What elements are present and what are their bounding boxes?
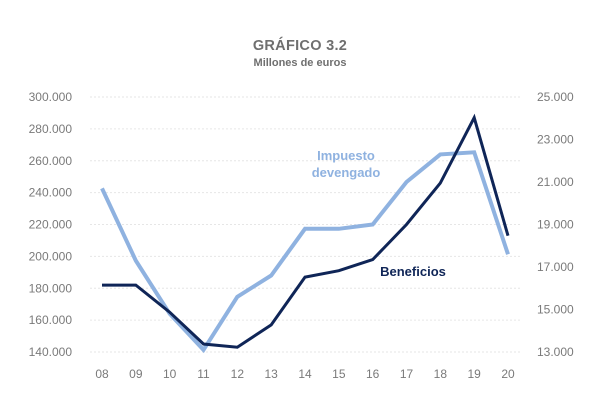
y-right-tick-label: 21.000	[537, 175, 574, 189]
y-left-tick-label: 260.000	[29, 154, 73, 168]
y-right-tick-label: 15.000	[537, 303, 574, 317]
chart-subtitle: Millones de euros	[253, 57, 347, 69]
x-tick-label: 20	[501, 367, 515, 381]
y-right-tick-label: 25.000	[537, 90, 574, 104]
series-line-beneficios	[102, 113, 510, 349]
x-tick-label: 08	[95, 367, 109, 381]
x-tick-label: 13	[264, 367, 278, 381]
y-left-tick-label: 160.000	[29, 313, 73, 327]
x-tick-label: 16	[366, 367, 380, 381]
x-tick-label: 17	[400, 367, 414, 381]
x-tick-label: 09	[129, 367, 143, 381]
x-tick-label: 10	[163, 367, 177, 381]
y-left-tick-label: 220.000	[29, 218, 73, 232]
x-tick-label: 18	[434, 367, 448, 381]
x-tick-label: 12	[231, 367, 245, 381]
y-left-tick-label: 180.000	[29, 281, 73, 295]
y-right-tick-label: 23.000	[537, 133, 574, 147]
x-tick-label: 19	[467, 367, 481, 381]
y-left-tick-label: 300.000	[29, 90, 73, 104]
y-left-tick-label: 280.000	[29, 122, 73, 136]
series-label-impuesto-devengado: Impuesto	[317, 148, 375, 163]
x-tick-label: 15	[332, 367, 346, 381]
series-label-impuesto-devengado: devengado	[312, 165, 381, 180]
y-left-tick-label: 240.000	[29, 186, 73, 200]
y-right-tick-label: 13.000	[537, 345, 574, 359]
series-label-beneficios: Beneficios	[380, 264, 446, 279]
x-tick-label: 14	[298, 367, 312, 381]
y-left-tick-label: 140.000	[29, 345, 73, 359]
chart-title: GRÁFICO 3.2	[252, 38, 348, 54]
y-left-tick-label: 200.000	[29, 249, 73, 263]
x-tick-label: 11	[197, 367, 210, 381]
y-right-tick-label: 17.000	[537, 260, 574, 274]
y-right-tick-label: 19.000	[537, 218, 574, 232]
